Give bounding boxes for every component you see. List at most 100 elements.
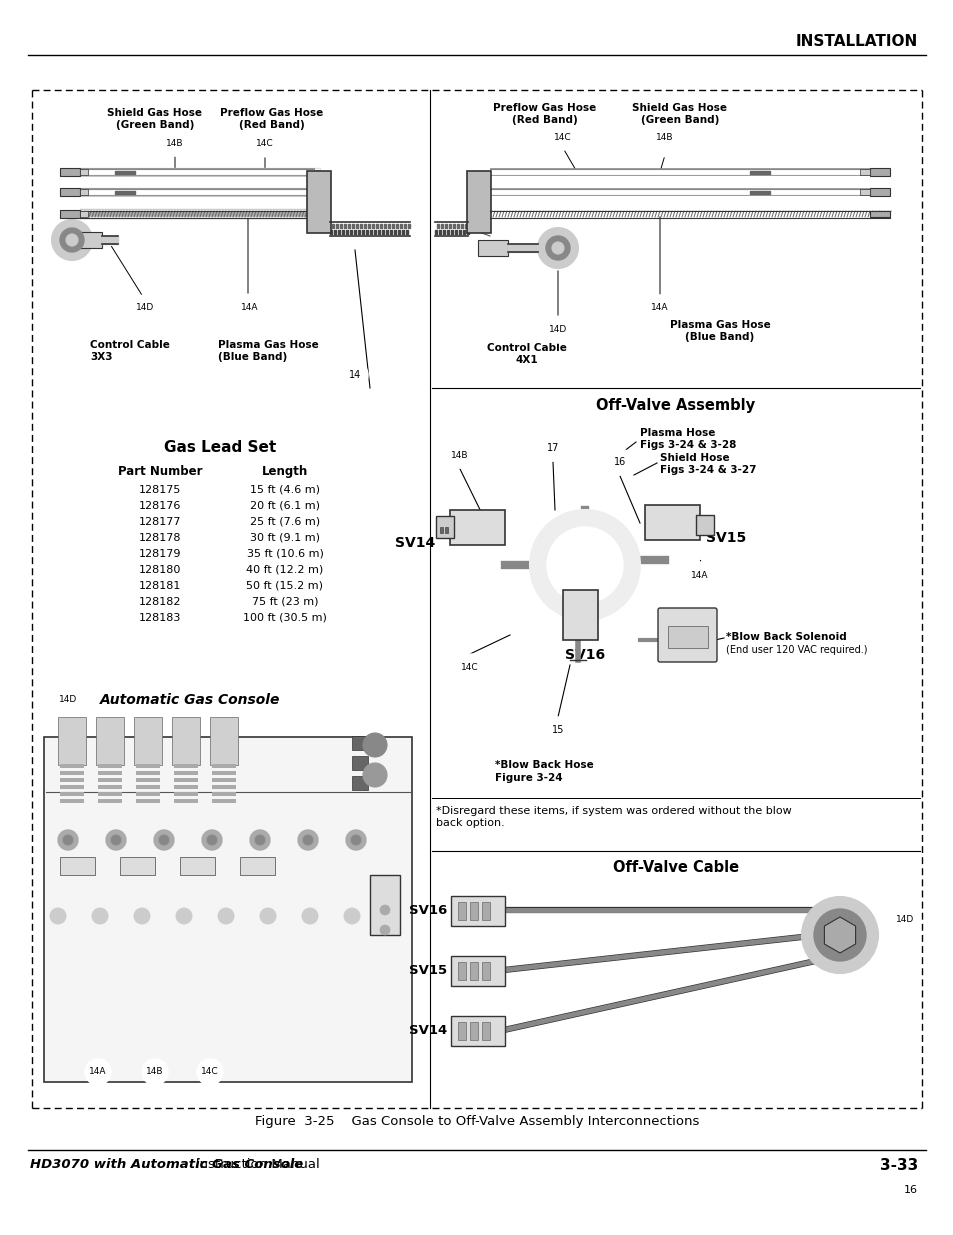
Bar (173, 778, 198, 782)
Text: 14A: 14A (241, 304, 258, 312)
Text: 128175: 128175 (139, 485, 181, 495)
Circle shape (537, 228, 578, 268)
Text: 14A: 14A (651, 304, 668, 312)
Bar (859, 189, 869, 195)
Bar (457, 962, 465, 981)
Bar (60, 210, 80, 219)
Circle shape (801, 897, 877, 973)
Circle shape (142, 1058, 168, 1086)
Circle shape (363, 734, 387, 757)
Text: *Blow Back Hose: *Blow Back Hose (495, 760, 593, 769)
Text: 40 ft (12.2 m): 40 ft (12.2 m) (246, 564, 323, 576)
Text: 14B: 14B (656, 132, 673, 142)
Bar (58, 718, 86, 764)
Bar (60, 778, 84, 782)
Text: 128183: 128183 (139, 613, 181, 622)
Bar (481, 902, 490, 920)
Bar (136, 792, 160, 797)
Bar (173, 799, 198, 803)
Circle shape (236, 295, 263, 321)
Bar (98, 771, 122, 776)
Text: Off-Valve Cable: Off-Valve Cable (612, 860, 739, 876)
Text: 14C: 14C (460, 662, 478, 672)
Text: Shield Gas Hose
(Green Band): Shield Gas Hose (Green Band) (632, 103, 727, 125)
Circle shape (252, 130, 277, 156)
Text: SV14: SV14 (408, 1024, 447, 1036)
Bar (352, 776, 368, 790)
Bar (869, 188, 889, 196)
Text: 16: 16 (613, 457, 625, 467)
Circle shape (55, 687, 81, 713)
Bar (98, 764, 122, 768)
Bar (136, 764, 160, 768)
Bar (470, 902, 477, 920)
Bar (120, 857, 154, 876)
Text: Figure 3-24: Figure 3-24 (495, 773, 562, 783)
Bar (96, 718, 124, 764)
Text: 14C: 14C (554, 132, 571, 142)
Bar (212, 764, 235, 768)
Bar (173, 764, 198, 768)
Text: Control Cable
3X3: Control Cable 3X3 (90, 340, 170, 362)
Bar (436, 516, 454, 538)
Text: SV15: SV15 (409, 963, 447, 977)
Circle shape (379, 925, 390, 935)
Bar (80, 189, 88, 195)
FancyBboxPatch shape (307, 170, 331, 233)
Circle shape (111, 835, 121, 845)
Circle shape (175, 908, 192, 924)
Bar (60, 764, 84, 768)
Text: 14: 14 (349, 370, 361, 380)
Bar (859, 169, 869, 175)
Bar (210, 718, 237, 764)
Text: 3-33: 3-33 (879, 1157, 917, 1172)
Bar (60, 188, 80, 196)
Circle shape (891, 906, 917, 932)
FancyBboxPatch shape (451, 897, 504, 926)
Circle shape (91, 908, 108, 924)
Text: Instruction Manual: Instruction Manual (30, 1158, 319, 1172)
Text: 14D: 14D (135, 304, 154, 312)
Text: Plasma Gas Hose
(Blue Band): Plasma Gas Hose (Blue Band) (669, 320, 770, 342)
Bar (696, 515, 713, 535)
Circle shape (303, 835, 313, 845)
Circle shape (545, 236, 569, 261)
Bar (60, 771, 84, 776)
Text: Plasma Hose
Figs 3-24 & 3-28: Plasma Hose Figs 3-24 & 3-28 (639, 429, 736, 450)
FancyBboxPatch shape (467, 170, 491, 233)
Bar (481, 962, 490, 981)
Text: 14D: 14D (548, 326, 566, 335)
Circle shape (539, 435, 565, 461)
Circle shape (133, 908, 150, 924)
Circle shape (456, 655, 482, 680)
Bar (136, 778, 160, 782)
Bar (133, 718, 162, 764)
Bar (212, 778, 235, 782)
Text: *Disregard these items, if system was ordered without the blow
back option.: *Disregard these items, if system was or… (436, 806, 791, 827)
Circle shape (344, 908, 359, 924)
Text: SV15: SV15 (705, 531, 745, 545)
Text: 20 ft (6.1 m): 20 ft (6.1 m) (250, 501, 319, 511)
Bar (212, 799, 235, 803)
Text: Shield Hose
Figs 3-24 & 3-27: Shield Hose Figs 3-24 & 3-27 (659, 453, 756, 474)
Circle shape (50, 908, 66, 924)
Bar (240, 857, 274, 876)
Bar (444, 527, 448, 534)
Circle shape (297, 830, 317, 850)
Circle shape (346, 830, 366, 850)
Bar (80, 169, 88, 175)
Text: Preflow Gas Hose
(Red Band): Preflow Gas Hose (Red Band) (220, 107, 323, 130)
Text: 128177: 128177 (138, 517, 181, 527)
Circle shape (552, 242, 563, 254)
Circle shape (606, 450, 633, 475)
Text: SV14: SV14 (395, 536, 435, 550)
Circle shape (202, 830, 222, 850)
Circle shape (550, 124, 576, 149)
Bar (644, 505, 700, 540)
Text: INSTALLATION: INSTALLATION (795, 35, 917, 49)
Bar (60, 168, 80, 177)
Text: 30 ft (9.1 m): 30 ft (9.1 m) (250, 534, 319, 543)
Bar (457, 902, 465, 920)
Bar (136, 785, 160, 789)
Bar (44, 737, 412, 1082)
